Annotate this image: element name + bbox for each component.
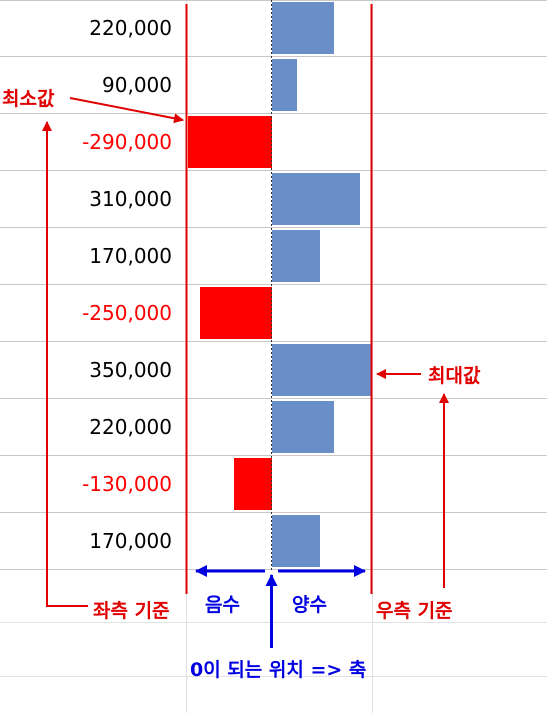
min-label: 최소값 (2, 88, 55, 110)
value-cell[interactable]: 350,000 (89, 358, 172, 382)
row-border (0, 0, 547, 1)
value-cell[interactable]: 170,000 (89, 529, 172, 553)
positive-data-bar (272, 401, 335, 453)
row-border (0, 113, 547, 114)
row-border (0, 455, 547, 456)
positive-data-bar (272, 59, 298, 111)
left-ref-arrow (42, 121, 88, 607)
value-cell[interactable]: -130,000 (82, 472, 172, 496)
row-border (0, 512, 547, 513)
row-border (0, 398, 547, 399)
value-cell[interactable]: 90,000 (102, 73, 172, 97)
max-label: 최대값 (428, 365, 481, 387)
row-border (0, 341, 547, 342)
positive-data-bar (272, 230, 321, 282)
positive-data-bar (272, 173, 360, 225)
min-arrow (69, 97, 184, 124)
positive-data-bar (272, 515, 321, 567)
value-cell[interactable]: 220,000 (89, 16, 172, 40)
row-border (0, 569, 547, 570)
value-cell[interactable]: 170,000 (89, 244, 172, 268)
negative-data-bar (188, 116, 272, 168)
positive-label: 양수 (292, 594, 327, 616)
row-border (0, 170, 547, 171)
positive-data-bar (272, 2, 335, 54)
left-reference-label: 좌측 기준 (93, 600, 170, 622)
value-cell[interactable]: 310,000 (89, 187, 172, 211)
row-border (0, 622, 547, 623)
negative-data-bar (234, 458, 272, 510)
negative-data-bar (199, 287, 272, 339)
value-cell[interactable]: 220,000 (89, 415, 172, 439)
axis-note-label: 0이 되는 위치 => 축 (190, 659, 367, 681)
positive-data-bar (272, 344, 371, 396)
row-border (0, 676, 547, 677)
row-border (0, 227, 547, 228)
row-border (0, 284, 547, 285)
right-reference-label: 우측 기준 (376, 600, 453, 622)
negative-label: 음수 (205, 594, 240, 616)
value-cell[interactable]: -250,000 (82, 301, 172, 325)
value-cell[interactable]: -290,000 (82, 130, 172, 154)
row-border (0, 56, 547, 57)
